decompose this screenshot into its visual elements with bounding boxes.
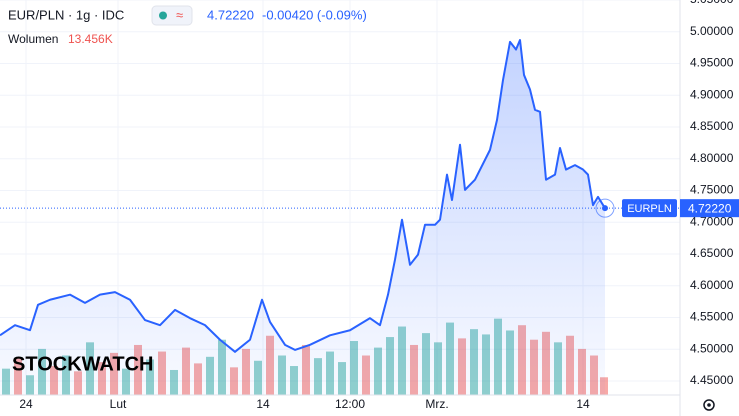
plot	[0, 39, 615, 396]
volume-title: Wolumen	[8, 32, 58, 46]
y-tick-label: 4.95000	[690, 56, 734, 70]
volume-last: 13.456K	[68, 32, 113, 46]
header-price: 4.72220	[207, 7, 254, 22]
x-tick-label: 14	[576, 397, 590, 411]
y-tick-label: 4.85000	[690, 119, 734, 133]
price-line	[0, 39, 606, 353]
status-icon: ≈	[176, 7, 183, 22]
symbol-box	[622, 199, 677, 218]
y-tick-label: 4.80000	[690, 151, 734, 165]
price-label: 4.72220	[688, 201, 732, 215]
last-point	[602, 205, 608, 212]
y-tick-label: 4.90000	[690, 87, 734, 101]
header-change: -0.00420 (-0.09%)	[262, 7, 367, 22]
axes: 4.45000 4.50000 4.55000 4.60000 4.65000 4.700…	[19, 0, 733, 411]
x-tick-label: Lut	[110, 397, 127, 411]
x-tick-label: Mrz.	[425, 397, 448, 411]
y-tick-label: 5.00000	[690, 24, 734, 38]
chart-title: EUR/PLN · 1g · IDC	[8, 7, 124, 22]
last-point-halo	[595, 198, 615, 218]
y-tick-label: 4.65000	[690, 246, 734, 260]
area	[0, 40, 605, 396]
price-box	[680, 199, 739, 218]
watermark: STOCKWATCH	[12, 353, 153, 375]
x-tick-label: 14	[256, 397, 270, 411]
y-tick-label: 4.50000	[690, 341, 734, 355]
y-tick-label: 5.05000	[690, 0, 734, 6]
y-tick-label: 4.55000	[690, 310, 734, 324]
y-tick-label: 4.75000	[690, 183, 734, 197]
symbol-label: EURPLN	[627, 203, 672, 215]
price-tag: EURPLN 4.72220	[0, 199, 739, 218]
settings-icon[interactable]	[703, 399, 715, 411]
x-tick-label: 24	[19, 397, 33, 411]
y-tick-label: 4.45000	[690, 373, 734, 387]
status-badge[interactable]	[151, 5, 193, 26]
y-tick-label: 4.70000	[690, 214, 734, 228]
y-tick-label: 4.60000	[690, 278, 734, 292]
x-tick-label: 12:00	[335, 397, 365, 411]
status-dot	[159, 11, 167, 20]
